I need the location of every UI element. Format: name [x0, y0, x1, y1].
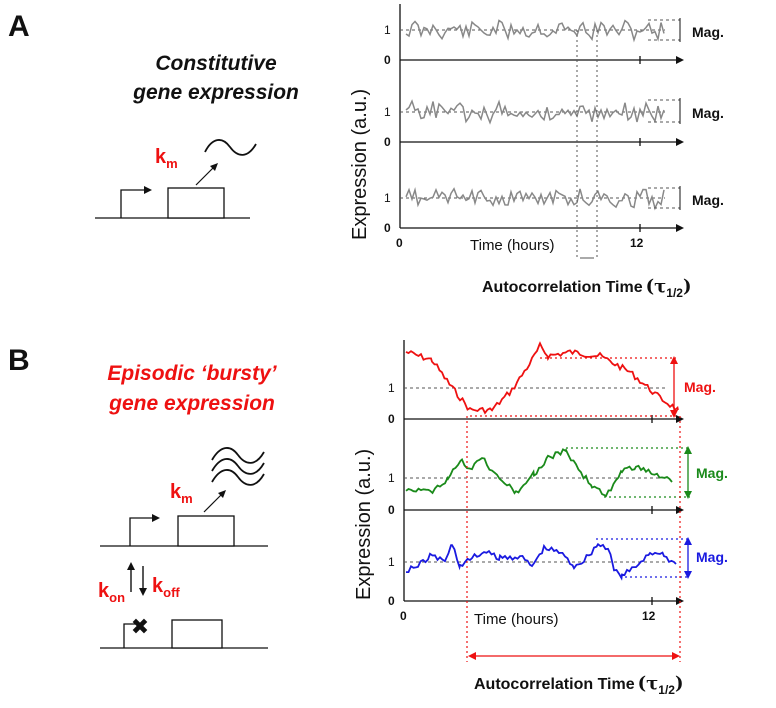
panel-a-mean-lines [400, 29, 665, 199]
panel-a-tick-1a: 1 [384, 23, 391, 37]
panel-a-trace-3 [405, 187, 665, 211]
panel-a-tick-0b: 0 [384, 135, 391, 149]
panel-a-mag-label-2: Mag. [692, 105, 724, 121]
panel-a-trace-2 [405, 99, 665, 125]
panel-b-y-label: Expression (a.u.) [353, 449, 375, 600]
panel-a-mag-label-3: Mag. [692, 192, 724, 208]
panel-b-rate-kon: kon [98, 580, 125, 605]
panel-b-title-line1: Episodic ‘bursty’ [107, 362, 277, 385]
panel-b-autocorr-lines [466, 416, 681, 662]
panel-b-tick-0b: 0 [388, 503, 395, 517]
panel-b-mag-green [566, 446, 692, 499]
panel-a-gene-schematic [95, 139, 257, 219]
panel-a-title-line1: Constitutive [155, 52, 277, 75]
panel-a-title-line2: gene expression [132, 81, 299, 104]
panel-a-trace-1 [405, 19, 665, 43]
panel-b-mag-label-green: Mag. [696, 465, 728, 481]
panel-a-rate-km: km [155, 146, 178, 171]
panel-a-tick-0a: 0 [384, 53, 391, 67]
panel-b-trace-blue [406, 542, 677, 581]
panel-b-axes [403, 340, 684, 605]
panel-a-tick-1b: 1 [384, 105, 391, 119]
panel-a-tick-0c: 0 [384, 221, 391, 235]
panel-a-tick-1c: 1 [384, 191, 391, 205]
panel-b-tick-1c: 1 [388, 555, 395, 569]
panel-b-tick-1a: 1 [388, 381, 395, 395]
panel-b-tick-1b: 1 [388, 471, 395, 485]
panel-b-trace-red [405, 341, 679, 415]
panel-a-y-label: Expression (a.u.) [349, 89, 371, 240]
panel-b-rate-koff: koff [152, 575, 180, 600]
panel-b-mag-label-red: Mag. [684, 379, 716, 395]
panel-b-xtick-12: 12 [642, 609, 656, 623]
panel-a-letter: A [8, 10, 30, 43]
panel-b-rate-km: km [170, 481, 193, 506]
panel-b-autocorr-label: Autocorrelation Time (τ1/2) [474, 673, 684, 697]
panel-b-tick-0c: 0 [388, 594, 395, 608]
panel-a-xtick-0: 0 [396, 236, 403, 250]
panel-a-axes [399, 4, 684, 232]
panel-a-autocorr-lines [576, 30, 598, 259]
panel-b-inactive-gene [100, 619, 268, 649]
panel-b-autocorr-arrow [468, 652, 680, 660]
panel-b-switch-arrows [127, 562, 147, 596]
panel-a-mag-label-1: Mag. [692, 24, 724, 40]
panel-a-xtick-12: 12 [630, 236, 644, 250]
panel-a-mag-brackets [648, 18, 681, 210]
panel-a-autocorr-label: Autocorrelation Time (τ1/2) [482, 276, 692, 300]
panel-b-mag-label-blue: Mag. [696, 549, 728, 565]
panel-b-block-icon: ✖ [131, 615, 149, 640]
panel-b-xtick-0: 0 [400, 609, 407, 623]
panel-a-x-label: Time (hours) [470, 237, 554, 254]
panel-b-tick-0a: 0 [388, 412, 395, 426]
panel-b-trace-green [405, 448, 673, 498]
panel-b-active-gene [100, 447, 268, 547]
panel-b-mag-red [470, 356, 678, 418]
panel-b-letter: B [8, 344, 30, 377]
panel-b-x-label: Time (hours) [474, 611, 558, 628]
panel-b-mag-blue [596, 537, 692, 579]
panel-b-title-line2: gene expression [108, 392, 275, 415]
